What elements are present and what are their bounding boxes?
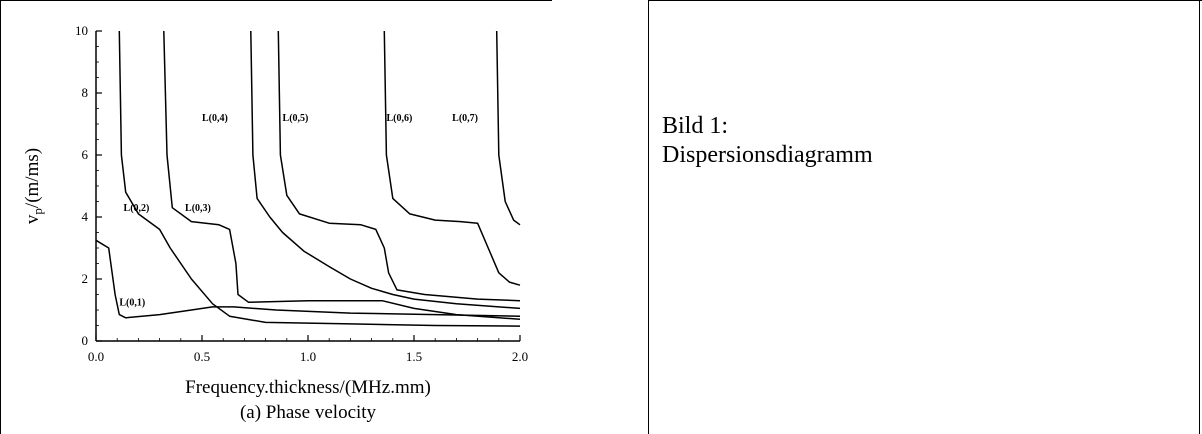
x-axis-title: Frequency.thickness/(MHz.mm) (185, 377, 431, 398)
frame-top-line-left (0, 0, 552, 1)
curve-label: L(0,4) (202, 113, 228, 124)
frame-left-border (0, 0, 1, 434)
caption-line-1: Bild 1: (662, 113, 729, 139)
x-tick-label: 2.0 (512, 349, 528, 364)
curve-l-0-4 (250, 30, 521, 310)
y-tick-label: 2 (82, 271, 89, 286)
curve-l-0-5 (277, 30, 521, 302)
curve-label: L(0,5) (283, 113, 309, 124)
axis-ticks: 0.0 0.5 1.0 1.5 2.0 0 2 4 6 8 10 (75, 23, 528, 364)
y-tick-label: 6 (82, 147, 89, 162)
figure-caption: Bild 1: Dispersionsdiagramm (662, 112, 873, 170)
curve-l-0-7 (495, 30, 521, 226)
plot-area: 0.0 0.5 1.0 1.5 2.0 0 2 4 6 8 10 L(0,1) L(0,2) L(0,3… (75, 23, 528, 364)
y-axis-title-main: v (22, 214, 43, 224)
curves (95, 30, 521, 327)
curve-labels: L(0,1) L(0,2) L(0,3) L(0,4) L(0,5) L(0,6) L(0,… (119, 113, 478, 308)
x-tick-label: 0.0 (88, 349, 104, 364)
y-axis-title-subscript: p (30, 208, 45, 215)
x-tick-label: 0.5 (194, 349, 210, 364)
caption-line-2: Dispersionsdiagramm (662, 142, 873, 168)
x-tick-label: 1.5 (406, 349, 422, 364)
y-tick-label: 10 (75, 23, 88, 38)
curve-l-0-1 (95, 239, 521, 319)
curve-label: L(0,3) (185, 203, 211, 214)
y-axis-title-unit: /(m/ms) (22, 148, 43, 208)
chart-subtitle: (a) Phase velocity (240, 402, 377, 423)
curve-label: L(0,1) (119, 297, 145, 308)
x-tick-label: 1.0 (300, 349, 316, 364)
frame-cell-divider (648, 0, 649, 434)
y-axis-title: vp/(m/ms) (22, 148, 45, 224)
curve-l-0-2 (118, 30, 521, 327)
curve-label: L(0,7) (452, 113, 478, 124)
y-tick-label: 4 (82, 209, 89, 224)
dispersion-chart: 0.0 0.5 1.0 1.5 2.0 0 2 4 6 8 10 L(0,1) L(0,2) L(0,3… (22, 23, 528, 423)
frame-top-line-right (648, 0, 1202, 1)
curve-label: L(0,6) (386, 113, 412, 124)
y-tick-label: 0 (82, 333, 89, 348)
curve-l-0-3 (163, 30, 521, 321)
frame-right-border (1199, 0, 1200, 434)
svg-text:vp/(m/ms): vp/(m/ms) (22, 148, 45, 224)
y-tick-label: 8 (82, 85, 89, 100)
curve-l-0-6 (383, 30, 521, 286)
curve-label: L(0,2) (124, 203, 150, 214)
